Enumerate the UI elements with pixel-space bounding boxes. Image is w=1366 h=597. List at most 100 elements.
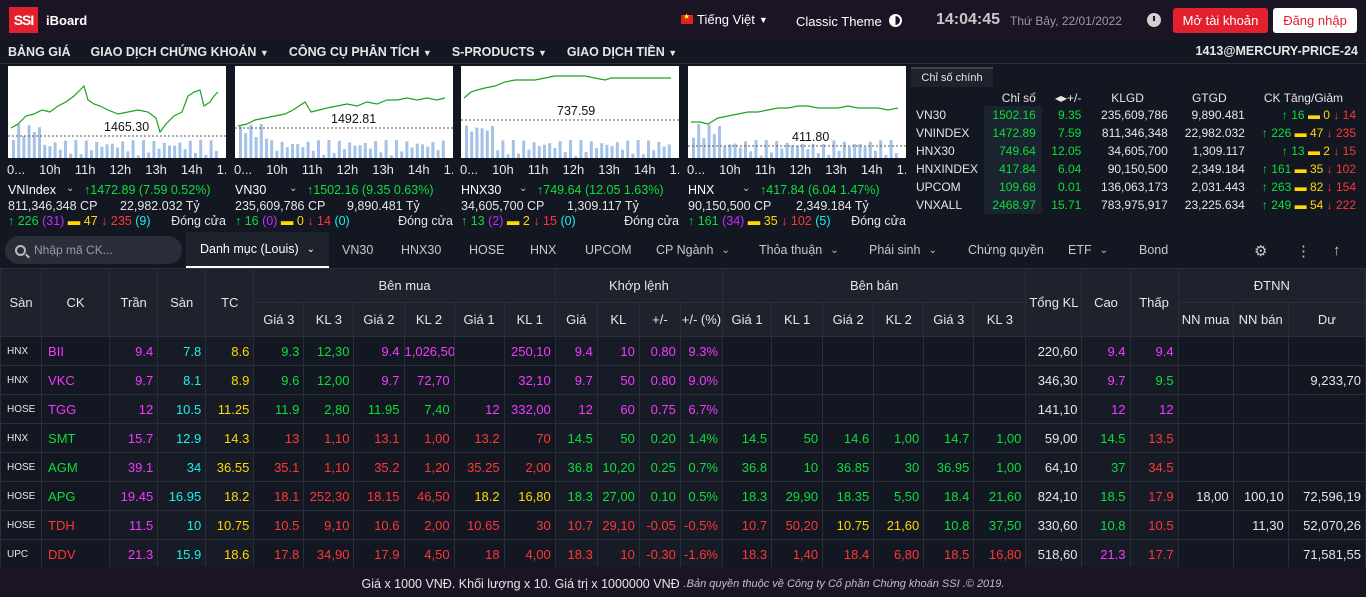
login-button[interactable]: Đăng nhập <box>1273 8 1357 33</box>
cell-low: 34.5 <box>1129 452 1179 482</box>
cell-bid-vol-3: 9,10 <box>303 510 355 540</box>
cell-foreign-buy <box>1177 539 1234 567</box>
index-card-hnx30[interactable]: 737.59 0... 10h 11h 12h 13h 14h 1... HNX30 ⌄ ↑… <box>457 66 679 230</box>
board-row[interactable]: HNX BII 9.4 7.8 8.6 9.3 12,30 9.4 1,026,50 250,10… <box>0 336 1366 366</box>
board-row[interactable]: HOSE AGM 39.1 34 36.55 35.1 1,10 35.2 1,20 35.25 2… <box>0 452 1366 482</box>
tab-bond[interactable]: Bond <box>1139 232 1168 268</box>
search-box[interactable] <box>5 236 182 264</box>
cell-bid-vol-2: 2,00 <box>403 510 455 540</box>
theme-toggle-icon[interactable] <box>889 14 902 27</box>
user-account-label[interactable]: 1413@MERCURY-PRICE-24 <box>1195 44 1358 58</box>
chevron-down-icon[interactable]: ⌄ <box>519 183 528 194</box>
tab-cp-ng-nh[interactable]: CP Ngành ⌄ <box>656 232 730 268</box>
volume-bar <box>441 140 445 158</box>
advancers: ↑ 13 <box>461 214 485 228</box>
col-change[interactable]: ◂▸+/- <box>1042 89 1088 106</box>
board-row[interactable]: HOSE TDH 11.5 10 10.75 10.5 9,10 10.6 2,00 10.65 3… <box>0 510 1366 540</box>
cell-bid-price-2: 9.4 <box>353 336 405 366</box>
cell-bid-price-2: 13.1 <box>353 423 405 453</box>
more-vertical-icon[interactable]: ⋮ <box>1296 243 1311 260</box>
chevron-down-icon[interactable]: ⌄ <box>742 183 751 194</box>
tab-main-indices[interactable]: Chỉ số chính <box>911 67 993 87</box>
volume-bar <box>183 149 187 158</box>
time-tick: 12h <box>109 162 132 177</box>
board-row[interactable]: HNX SMT 15.7 12.9 14.3 13 1,10 13.1 1,00 13.2 70 14… <box>0 423 1366 453</box>
menu-bang-gia[interactable]: BẢNG GIÁ <box>8 44 71 59</box>
cell-bid-vol-1: 4,00 <box>503 539 556 567</box>
cell-high: 10.8 <box>1081 510 1131 540</box>
board-row[interactable]: HNX VKC 9.7 8.1 8.9 9.6 12,00 9.7 72,70 32,10 9.7 5… <box>0 365 1366 395</box>
cell-bid-price-3: 13 <box>253 423 305 453</box>
volume-bar <box>522 140 526 158</box>
ceiling-count: (34) <box>722 214 745 228</box>
index-value: 1502.16 <box>984 106 1042 124</box>
decliners: ↓ 14 <box>307 214 331 228</box>
volume-bar <box>259 124 263 158</box>
volume-bar <box>465 125 468 158</box>
ssi-logo[interactable]: SSI <box>9 7 38 33</box>
volume-bar <box>374 141 378 158</box>
col-change-label: +/- <box>1066 90 1082 105</box>
gear-icon[interactable]: ⚙ <box>1254 243 1268 260</box>
index-card-vn30[interactable]: 1492.81 0... 10h 11h 12h 13h 14h 1... VN30 ⌄ ↑… <box>231 66 453 230</box>
chevron-down-icon[interactable]: ⌄ <box>289 183 298 194</box>
cell-foreign-room: 9,233,70 <box>1287 365 1366 395</box>
menu-cong-cu-phan-tich[interactable]: CÔNG CỤ PHÂN TÍCH ▼ <box>289 45 432 59</box>
volume-bar <box>311 150 315 158</box>
tab-hnx[interactable]: HNX <box>530 232 556 268</box>
header-change-pct[interactable]: +/- (%) <box>679 302 724 337</box>
index-row[interactable]: HNX30 749.64 12.05 34,605,700 1,309.117 … <box>910 142 1362 160</box>
tab-etf[interactable]: ETF ⌄ <box>1068 232 1108 268</box>
index-row[interactable]: VN30 1502.16 9.35 235,609,786 9,890.481 … <box>910 106 1362 124</box>
chevron-down-icon[interactable]: ⌄ <box>66 183 75 194</box>
cell-ask-vol-3 <box>973 394 1027 424</box>
index-row[interactable]: HNXINDEX 417.84 6.04 90,150,500 2,349.18… <box>910 160 1362 178</box>
index-row[interactable]: VNINDEX 1472.89 7.59 811,346,348 22,982.… <box>910 124 1362 142</box>
volume-bar <box>43 144 47 158</box>
board-row[interactable]: HOSE TGG 12 10.5 11.25 11.9 2,80 11.95 7,40 12 332… <box>0 394 1366 424</box>
time-tick: 14h <box>407 162 430 177</box>
alarm-clock-icon[interactable] <box>1147 13 1161 27</box>
decliners: ↓ 235 <box>1326 126 1356 140</box>
unchanged: ▬ 0 <box>280 214 304 228</box>
cell-foreign-sell <box>1232 452 1289 482</box>
theme-label[interactable]: Classic Theme <box>796 14 882 29</box>
tab-upcom[interactable]: UPCOM <box>585 232 632 268</box>
cell-high: 12 <box>1081 394 1131 424</box>
tab-th-a-thu-n[interactable]: Thỏa thuận ⌄ <box>759 232 839 268</box>
cell-ceiling: 9.7 <box>109 365 159 395</box>
volume-bar <box>480 128 484 158</box>
search-input[interactable] <box>34 243 174 257</box>
time-axis: 0... 10h 11h 12h 13h 14h 1... <box>234 162 453 177</box>
index-row[interactable]: VNXALL 2468.97 15.71 783,975,917 23,225.… <box>910 196 1362 214</box>
index-row[interactable]: UPCOM 109.68 0.01 136,063,173 2,031.443 … <box>910 178 1362 196</box>
index-line <box>10 84 219 134</box>
arrow-up-icon[interactable]: ↑ <box>1333 242 1341 259</box>
volume-bar <box>121 141 125 158</box>
volume-bar <box>64 140 67 158</box>
board-toolbar: Danh mục (Louis) ⌄ VN30 HNX30 HOSE HNX UPCOM CP… <box>0 232 1366 268</box>
tab-danh-m-c-louis-[interactable]: Danh mục (Louis) ⌄ <box>186 232 330 268</box>
board-row[interactable]: UPC DDV 21.3 15.9 18.6 17.8 34,90 17.9 4,50 18 4,0… <box>0 539 1366 567</box>
cell-foreign-room <box>1287 452 1366 482</box>
time-tick: 14h <box>633 162 656 177</box>
tab-label: VN30 <box>342 243 374 257</box>
menu-s-products[interactable]: S-PRODUCTS ▼ <box>452 45 547 59</box>
language-selector[interactable]: Tiếng Việt ▼ <box>681 12 768 27</box>
cell-exchange: HNX <box>0 365 43 395</box>
tab-ph-i-sinh[interactable]: Phái sinh ⌄ <box>869 232 937 268</box>
time-tick: 1... <box>443 162 453 177</box>
tab-hose[interactable]: HOSE <box>469 232 504 268</box>
header-foreign-room: Dư <box>1287 302 1366 337</box>
menu-giao-dich-tien[interactable]: GIAO DỊCH TIỀN ▼ <box>567 45 677 59</box>
board-row[interactable]: HOSE APG 19.45 16.95 18.2 18.1 252,30 18.15 46,5… <box>0 481 1366 511</box>
cell-ask-vol-3 <box>973 365 1027 395</box>
tab-ch-ng-quy-n[interactable]: Chứng quyền <box>968 232 1044 268</box>
index-volume: 235,609,786 CP <box>235 199 326 213</box>
menu-giao-dich-chung-khoan[interactable]: GIAO DỊCH CHỨNG KHOÁN ▼ <box>91 45 269 59</box>
open-account-button[interactable]: Mở tài khoản <box>1173 8 1268 33</box>
tab-vn30[interactable]: VN30 <box>342 232 373 268</box>
tab-hnx30[interactable]: HNX30 <box>401 232 441 268</box>
index-card-hnx[interactable]: 411.80 0... 10h 11h 12h 13h 14h 1... HNX ⌄ ↑41… <box>684 66 906 230</box>
